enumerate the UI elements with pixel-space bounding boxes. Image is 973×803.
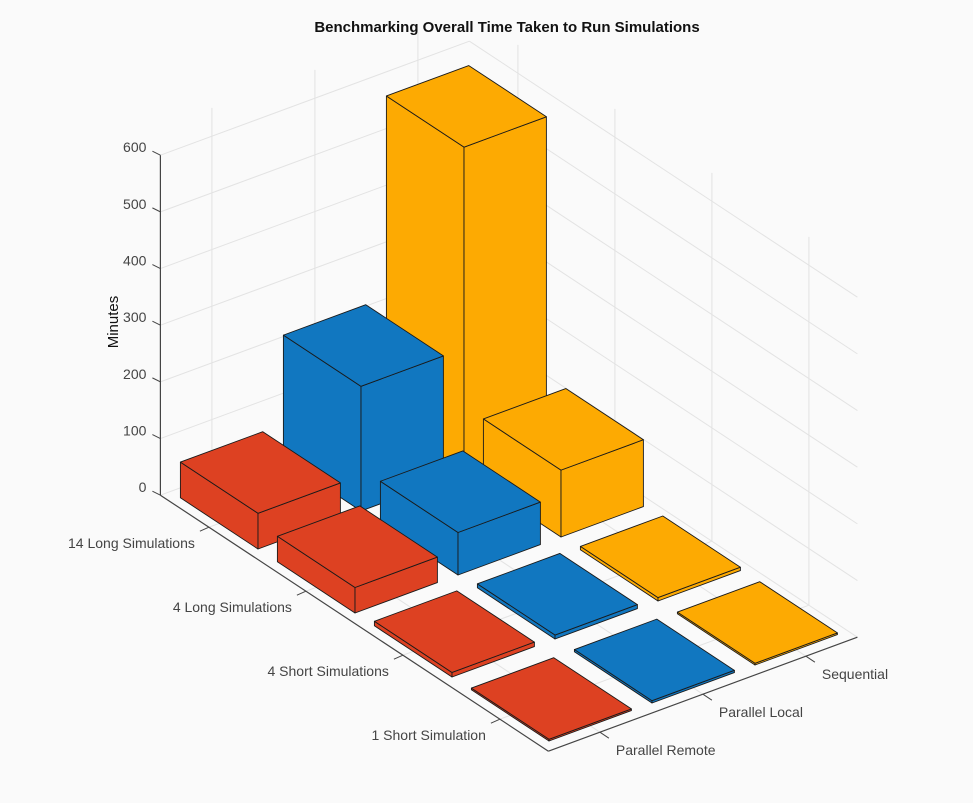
z-tick-label: 100 xyxy=(123,423,147,439)
bar-top-face xyxy=(573,618,735,702)
chart-title: Benchmarking Overall Time Taken to Run S… xyxy=(314,19,699,36)
z-tick xyxy=(152,264,161,269)
column-tick-label: Parallel Local xyxy=(719,704,803,720)
bar xyxy=(179,431,341,550)
bar-top-face xyxy=(385,65,547,148)
z-tick xyxy=(152,320,161,326)
bar xyxy=(676,581,838,666)
tick-labels: 0 100 200 300 400 500 600 14 Long Simulations 4 … xyxy=(68,139,888,758)
bar-top-face xyxy=(676,581,838,664)
row-tick xyxy=(199,526,210,532)
z-tick-label: 200 xyxy=(123,366,147,382)
row-tick-label: 4 Long Simulations xyxy=(173,599,292,615)
column-tick-label: Parallel Remote xyxy=(616,742,716,758)
bar xyxy=(379,450,541,576)
z-tick-label: 500 xyxy=(123,196,147,212)
bar xyxy=(476,552,638,640)
gridline xyxy=(469,40,858,298)
bar-top-face xyxy=(276,505,438,588)
bar-top-face xyxy=(470,657,632,740)
z-tick xyxy=(152,207,161,213)
row-tick xyxy=(393,654,404,660)
bar xyxy=(573,618,735,704)
column-tick xyxy=(805,655,816,663)
z-tick xyxy=(152,150,161,156)
row-tick-label: 14 Long Simulations xyxy=(68,535,195,551)
z-tick-label: 600 xyxy=(123,139,147,155)
bar-top-face xyxy=(179,431,341,514)
axes xyxy=(152,150,858,752)
z-tick xyxy=(152,490,161,496)
row-tick-label: 1 Short Simulation xyxy=(371,727,485,743)
bar xyxy=(482,388,644,538)
z-tick-label: 300 xyxy=(123,309,147,325)
row-tick xyxy=(490,718,501,724)
column-tick xyxy=(702,693,713,701)
z-axis-label: Minutes xyxy=(105,296,122,349)
bar-top-face xyxy=(482,388,644,471)
bar-top-face xyxy=(379,450,541,533)
row-axis-line xyxy=(160,494,549,752)
bar xyxy=(579,515,741,602)
bar-top-face xyxy=(282,304,444,387)
row-tick-label: 4 Short Simulations xyxy=(267,663,388,679)
z-tick xyxy=(152,434,161,439)
column-tick-label: Sequential xyxy=(822,666,888,682)
bar-top-face xyxy=(373,590,535,673)
bar xyxy=(276,505,438,614)
bar xyxy=(470,657,632,742)
bar-top-face xyxy=(476,552,638,636)
z-tick xyxy=(152,377,161,383)
bar xyxy=(373,590,535,678)
bar-top-face xyxy=(579,515,741,599)
bars xyxy=(179,65,838,742)
z-tick-label: 0 xyxy=(139,479,147,495)
row-tick xyxy=(296,590,307,596)
column-tick xyxy=(599,731,610,739)
z-tick-label: 400 xyxy=(123,253,147,269)
